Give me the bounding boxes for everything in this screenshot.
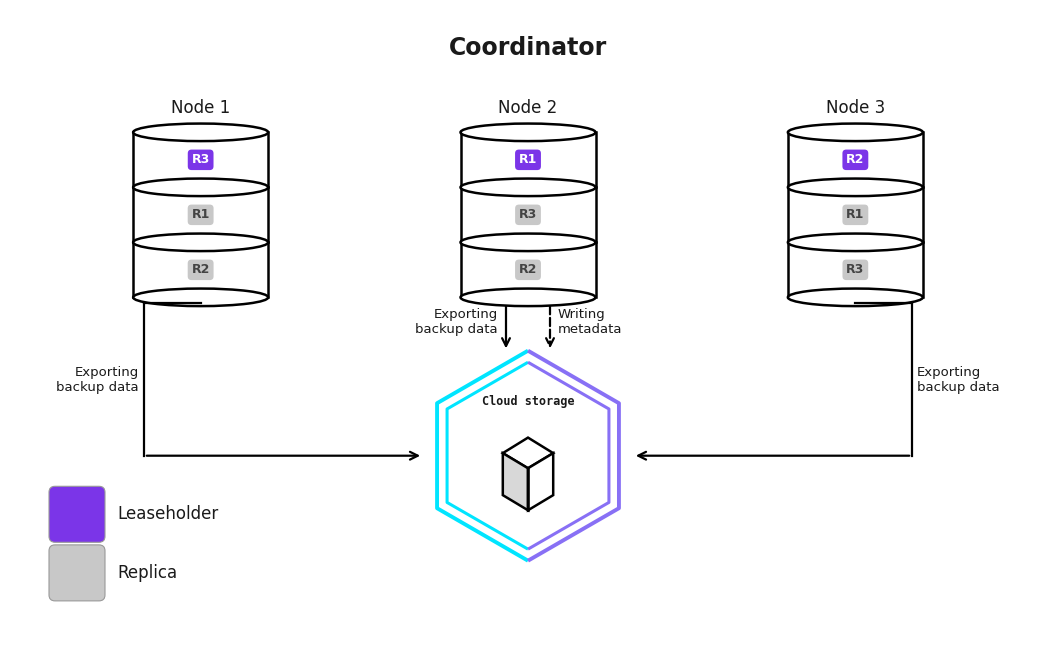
Text: Exporting
backup data: Exporting backup data — [917, 365, 1000, 393]
Polygon shape — [133, 242, 268, 298]
Text: Exporting
backup data: Exporting backup data — [56, 365, 139, 393]
Polygon shape — [133, 187, 268, 242]
Text: Node 2: Node 2 — [498, 100, 558, 117]
Ellipse shape — [788, 124, 923, 141]
Ellipse shape — [133, 178, 268, 196]
Polygon shape — [503, 453, 528, 510]
Polygon shape — [788, 132, 923, 187]
Text: Coordinator: Coordinator — [449, 36, 607, 60]
Ellipse shape — [460, 234, 596, 251]
Text: Replica: Replica — [117, 564, 177, 582]
Text: R2: R2 — [518, 264, 538, 276]
Text: Writing
metadata: Writing metadata — [558, 309, 622, 337]
Ellipse shape — [788, 234, 923, 251]
Ellipse shape — [460, 178, 596, 196]
Text: Exporting
backup data: Exporting backup data — [415, 309, 498, 337]
Polygon shape — [528, 453, 553, 510]
Polygon shape — [788, 187, 923, 242]
Text: R1: R1 — [846, 208, 865, 221]
Text: R1: R1 — [191, 208, 210, 221]
Polygon shape — [460, 242, 596, 298]
Polygon shape — [788, 242, 923, 298]
FancyBboxPatch shape — [49, 545, 105, 601]
Text: Leaseholder: Leaseholder — [117, 505, 219, 523]
Text: R3: R3 — [846, 264, 865, 276]
Ellipse shape — [788, 178, 923, 196]
FancyBboxPatch shape — [49, 486, 105, 542]
Polygon shape — [437, 351, 619, 561]
Ellipse shape — [788, 288, 923, 306]
Text: R1: R1 — [518, 154, 538, 166]
Polygon shape — [460, 132, 596, 187]
Ellipse shape — [133, 124, 268, 141]
Text: Node 1: Node 1 — [171, 100, 230, 117]
Ellipse shape — [133, 288, 268, 306]
Text: R2: R2 — [846, 154, 865, 166]
Polygon shape — [133, 132, 268, 187]
Ellipse shape — [460, 288, 596, 306]
Text: Node 3: Node 3 — [826, 100, 885, 117]
Polygon shape — [460, 187, 596, 242]
Text: Cloud storage: Cloud storage — [482, 395, 574, 408]
Text: R3: R3 — [518, 208, 538, 221]
Ellipse shape — [133, 234, 268, 251]
Ellipse shape — [460, 124, 596, 141]
Text: R2: R2 — [191, 264, 210, 276]
Text: R3: R3 — [191, 154, 210, 166]
Polygon shape — [503, 437, 553, 468]
